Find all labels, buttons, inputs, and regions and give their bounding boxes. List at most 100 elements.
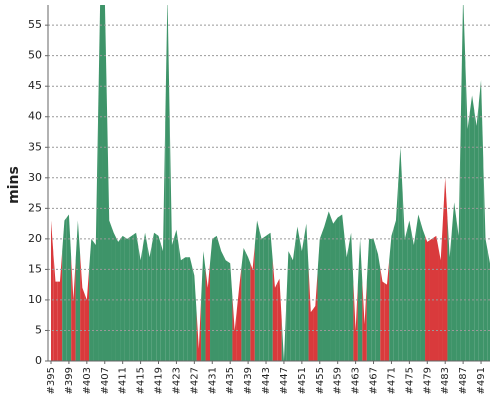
- x-tick-label: #459: [333, 367, 344, 394]
- y-tick-label: 35: [28, 140, 42, 153]
- x-tick-label: #407: [100, 367, 111, 394]
- build-area: [147, 244, 152, 361]
- build-area: [326, 211, 331, 361]
- build-area: [71, 257, 76, 361]
- build-area: [456, 115, 461, 361]
- build-area: [210, 237, 215, 361]
- build-area: [339, 214, 345, 361]
- build-area: [290, 243, 296, 361]
- build-area: [322, 219, 327, 361]
- x-tick-label: #403: [82, 367, 93, 394]
- build-area: [93, 119, 99, 361]
- build-area: [263, 234, 269, 361]
- build-area: [142, 232, 148, 361]
- build-area: [138, 246, 143, 361]
- y-tick-label: 20: [28, 232, 42, 245]
- y-tick-label: 5: [35, 323, 42, 336]
- build-area: [62, 217, 67, 361]
- y-tick-label: 40: [28, 110, 42, 123]
- build-area: [254, 220, 260, 361]
- x-tick-label: #447: [279, 367, 290, 394]
- build-area: [308, 267, 314, 361]
- build-area: [223, 255, 228, 361]
- build-area: [380, 267, 385, 361]
- build-area: [51, 220, 54, 361]
- build-area: [201, 251, 206, 361]
- build-area: [313, 272, 318, 361]
- build-area: [183, 257, 188, 361]
- y-tick-label: 10: [28, 293, 42, 306]
- x-tick-label: #411: [118, 367, 129, 394]
- build-area: [156, 234, 161, 361]
- build-area: [478, 80, 484, 361]
- build-area: [434, 235, 439, 361]
- build-area: [66, 214, 72, 361]
- build-area: [174, 229, 179, 361]
- x-tick-label: #443: [261, 367, 272, 394]
- build-area: [80, 254, 85, 361]
- build-area: [277, 278, 282, 361]
- build-area: [286, 251, 291, 361]
- build-area: [178, 244, 184, 361]
- build-area: [245, 252, 251, 361]
- build-area: [317, 232, 323, 361]
- build-area: [214, 235, 219, 361]
- build-area: [196, 299, 202, 361]
- build-area: [165, 5, 170, 361]
- build-area: [133, 232, 139, 361]
- x-tick-label: #463: [351, 367, 362, 394]
- build-area: [330, 217, 336, 361]
- x-tick-label: #431: [207, 367, 218, 394]
- y-tick-label: 15: [28, 262, 42, 275]
- y-tick-label: 30: [28, 171, 42, 184]
- build-area: [398, 147, 403, 361]
- x-tick-label: #399: [64, 367, 75, 394]
- build-area: [460, 5, 466, 361]
- build-area: [129, 234, 134, 361]
- build-area: [250, 244, 255, 361]
- build-area: [474, 103, 479, 361]
- x-tick-label: #423: [171, 367, 182, 394]
- build-area: [84, 269, 90, 361]
- build-area: [438, 219, 443, 361]
- build-area: [124, 237, 130, 361]
- y-tick-label: 50: [28, 49, 42, 62]
- build-area: [57, 251, 63, 361]
- build-area: [281, 306, 287, 361]
- build-area: [102, 5, 107, 361]
- build-area: [362, 281, 367, 361]
- build-area: [389, 228, 394, 361]
- build-area: [416, 214, 421, 361]
- build-area: [205, 263, 211, 361]
- build-area: [160, 122, 166, 361]
- build-area: [120, 235, 125, 361]
- x-tick-label: #491: [476, 367, 487, 394]
- build-area: [169, 119, 175, 361]
- build-area: [469, 95, 475, 361]
- build-area: [393, 183, 399, 361]
- build-area: [227, 261, 233, 361]
- x-tick-label: #439: [243, 367, 254, 394]
- x-tick-label: #487: [458, 367, 469, 394]
- build-area: [487, 251, 490, 361]
- build-area: [106, 107, 112, 361]
- build-area: [115, 237, 121, 361]
- x-tick-label: #427: [189, 367, 200, 394]
- x-tick-label: #479: [422, 367, 433, 394]
- build-area: [483, 159, 488, 361]
- build-area: [151, 232, 157, 361]
- y-tick-label: 45: [28, 79, 42, 92]
- build-area: [295, 226, 300, 361]
- build-area: [429, 237, 435, 361]
- build-area: [447, 217, 452, 361]
- build-area: [241, 248, 246, 361]
- build-area: [268, 232, 273, 361]
- build-area: [375, 246, 381, 361]
- build-area: [402, 193, 408, 361]
- build-area: [236, 267, 242, 361]
- build-area: [425, 235, 430, 361]
- build-area: [53, 251, 58, 361]
- build-area: [272, 260, 278, 361]
- x-tick-label: #455: [315, 367, 326, 394]
- x-tick-label: #483: [440, 367, 451, 394]
